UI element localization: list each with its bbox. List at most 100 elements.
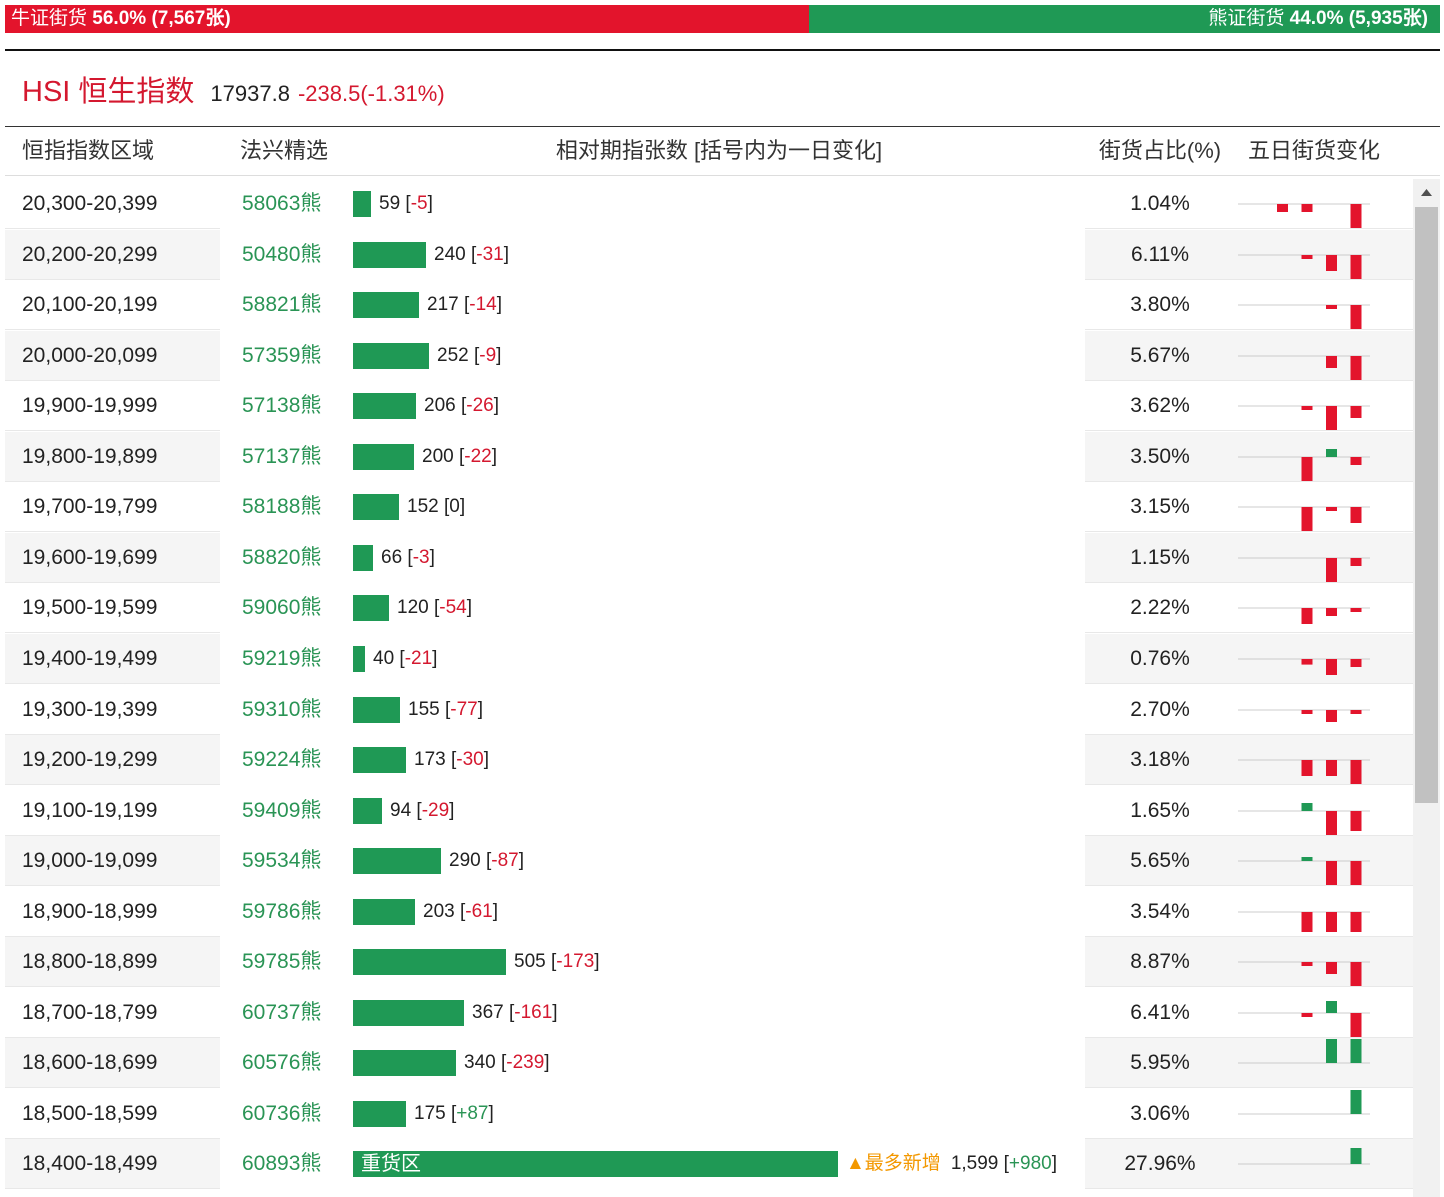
share-percent: 3.62% xyxy=(1130,394,1190,417)
table-body[interactable]: 20,300-20,399 58063熊 59 [-5] 1.04% 20,200-20… xyxy=(5,179,1413,1197)
five-day-sparkline xyxy=(1238,1039,1370,1064)
quantity-value: 252 [-9] xyxy=(437,345,502,366)
sparkline-bar xyxy=(1326,962,1337,974)
table-row[interactable]: 19,800-19,899 57137熊 200 [-22] 3.50% xyxy=(5,432,1413,482)
table-row[interactable]: 19,700-19,799 58188熊 152 [0] 3.15% xyxy=(5,482,1413,532)
scrollbar[interactable] xyxy=(1413,179,1440,1197)
quantity-bar xyxy=(353,444,414,470)
table-row[interactable]: 20,000-20,099 57359熊 252 [-9] 5.67% xyxy=(5,331,1413,381)
index-range: 20,100-20,199 xyxy=(22,293,158,316)
quantity-bar-cell: 240 [-31] xyxy=(353,230,1085,280)
warrant-code-link[interactable]: 59310熊 xyxy=(220,685,353,735)
index-range: 19,400-19,499 xyxy=(22,647,158,670)
warrant-code-link[interactable]: 58820熊 xyxy=(220,533,353,583)
table-row[interactable]: 18,400-18,499 60893熊 重货区 ▲最多新增 1,599 [+980] 2… xyxy=(5,1139,1413,1189)
five-day-sparkline xyxy=(1238,203,1370,228)
quantity-bar xyxy=(353,545,373,571)
daily-change: -61 xyxy=(465,901,493,922)
table-row[interactable]: 19,100-19,199 59409熊 94 [-29] 1.65% xyxy=(5,786,1413,836)
table-row[interactable]: 18,800-18,899 59785熊 505 [-173] 8.87% xyxy=(5,937,1413,987)
table-row[interactable]: 18,500-18,599 60736熊 175 [+87] 3.06% xyxy=(5,1089,1413,1139)
sparkline-bar xyxy=(1350,457,1362,465)
table-row[interactable]: 18,700-18,799 60737熊 367 [-161] 6.41% xyxy=(5,988,1413,1038)
quantity-bar-cell: 152 [0] xyxy=(353,482,1085,532)
table-row[interactable]: 20,300-20,399 58063熊 59 [-5] 1.04% xyxy=(5,179,1413,229)
share-percent: 1.65% xyxy=(1130,799,1190,822)
daily-change: -5 xyxy=(410,193,428,214)
warrant-code-link[interactable]: 57359熊 xyxy=(220,331,353,381)
warrant-code-link[interactable]: 59060熊 xyxy=(220,583,353,633)
warrant-code-link[interactable]: 59785熊 xyxy=(220,937,353,987)
quantity-bar xyxy=(353,595,389,621)
scrollbar-thumb[interactable] xyxy=(1415,207,1438,803)
warrant-code-link[interactable]: 60736熊 xyxy=(220,1089,353,1139)
sparkline-bar xyxy=(1326,305,1337,309)
daily-change: -22 xyxy=(464,446,492,467)
share-percent: 27.96% xyxy=(1124,1152,1196,1175)
most-added-badge: ▲最多新增 xyxy=(846,1153,941,1174)
index-range: 19,300-19,399 xyxy=(22,698,158,721)
table-row[interactable]: 18,900-18,999 59786熊 203 [-61] 3.54% xyxy=(5,887,1413,937)
share-percent: 1.04% xyxy=(1130,192,1190,215)
header-code: 法兴精选 xyxy=(240,138,329,163)
sparkline-bar xyxy=(1350,406,1362,418)
quantity-bar-cell: 59 [-5] xyxy=(353,179,1085,229)
warrant-code-link[interactable]: 59534熊 xyxy=(220,836,353,886)
sparkline-bar xyxy=(1350,356,1362,380)
share-percent: 8.87% xyxy=(1130,950,1190,973)
table-row[interactable]: 20,100-20,199 58821熊 217 [-14] 3.80% xyxy=(5,280,1413,330)
warrant-code-link[interactable]: 59409熊 xyxy=(220,786,353,836)
quantity-bar xyxy=(353,191,371,217)
table-row[interactable]: 19,500-19,599 59060熊 120 [-54] 2.22% xyxy=(5,583,1413,633)
five-day-sparkline xyxy=(1238,857,1370,885)
daily-change: -26 xyxy=(466,395,494,416)
sparkline-bar xyxy=(1350,861,1362,885)
warrant-code-link[interactable]: 59224熊 xyxy=(220,735,353,785)
quantity-value: 152 [0] xyxy=(407,496,466,517)
warrant-code-link[interactable]: 59219熊 xyxy=(220,634,353,684)
quantity-bar xyxy=(353,697,400,723)
sparkline-bar xyxy=(1350,255,1362,279)
quantity-number: 40 xyxy=(373,648,395,669)
warrant-code-link[interactable]: 57138熊 xyxy=(220,381,353,431)
table-row[interactable]: 20,200-20,299 50480熊 240 [-31] 6.11% xyxy=(5,230,1413,280)
index-range: 19,700-19,799 xyxy=(22,495,158,518)
warrant-code-link[interactable]: 58821熊 xyxy=(220,280,353,330)
share-percent: 6.41% xyxy=(1130,1001,1190,1024)
table-row[interactable]: 19,300-19,399 59310熊 155 [-77] 2.70% xyxy=(5,685,1413,735)
warrant-code-link[interactable]: 60737熊 xyxy=(220,988,353,1038)
share-percent: 3.54% xyxy=(1130,900,1190,923)
sparkline-bar xyxy=(1350,962,1362,986)
warrant-code-link[interactable]: 50480熊 xyxy=(220,230,353,280)
bear-label: 熊证街货 xyxy=(1208,8,1285,29)
sparkline-bar xyxy=(1301,760,1313,776)
quantity-bar xyxy=(353,949,506,975)
table-row[interactable]: 19,400-19,499 59219熊 40 [-21] 0.76% xyxy=(5,634,1413,684)
quantity-number: 66 xyxy=(381,547,403,568)
quantity-number: 206 xyxy=(424,395,456,416)
sparkline-bar xyxy=(1277,204,1288,212)
quantity-number: 340 xyxy=(464,1052,496,1073)
index-range: 19,100-19,199 xyxy=(22,799,158,822)
table-row[interactable]: 19,900-19,999 57138熊 206 [-26] 3.62% xyxy=(5,381,1413,431)
share-percent: 5.67% xyxy=(1130,344,1190,367)
warrant-code-link[interactable]: 59786熊 xyxy=(220,887,353,937)
divider xyxy=(5,49,1440,51)
warrant-code-link[interactable]: 57137熊 xyxy=(220,432,353,482)
table-row[interactable]: 18,600-18,699 60576熊 340 [-239] 5.95% xyxy=(5,1038,1413,1088)
share-percent: 5.95% xyxy=(1130,1051,1190,1074)
table-row[interactable]: 19,600-19,699 58820熊 66 [-3] 1.15% xyxy=(5,533,1413,583)
daily-change: -31 xyxy=(476,244,504,265)
table-row[interactable]: 19,000-19,099 59534熊 290 [-87] 5.65% xyxy=(5,836,1413,886)
warrant-code-link[interactable]: 60893熊 xyxy=(220,1139,353,1189)
warrant-code-link[interactable]: 60576熊 xyxy=(220,1038,353,1088)
sparkline-bar xyxy=(1301,710,1313,714)
bear-segment: 熊证街货 44.0% (5,935张) xyxy=(808,5,1440,33)
daily-change: +980 xyxy=(1008,1153,1052,1174)
scroll-up-arrow-icon[interactable] xyxy=(1413,179,1440,205)
share-percent: 3.18% xyxy=(1130,748,1190,771)
warrant-code-link[interactable]: 58063熊 xyxy=(220,179,353,229)
warrant-code-link[interactable]: 58188熊 xyxy=(220,482,353,532)
five-day-sparkline xyxy=(1238,1148,1370,1165)
table-row[interactable]: 19,200-19,299 59224熊 173 [-30] 3.18% xyxy=(5,735,1413,785)
